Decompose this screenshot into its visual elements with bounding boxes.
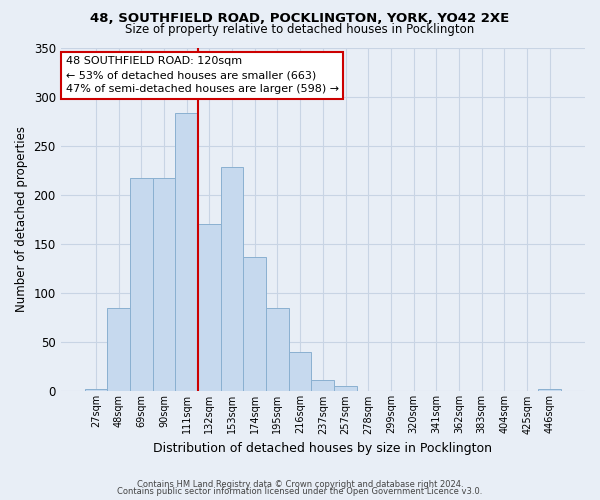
Bar: [175, 114, 198, 392]
Bar: [289, 352, 311, 392]
X-axis label: Distribution of detached houses by size in Pocklington: Distribution of detached houses by size …: [154, 442, 493, 455]
Text: Contains HM Land Registry data © Crown copyright and database right 2024.: Contains HM Land Registry data © Crown c…: [137, 480, 463, 489]
Bar: [85, 390, 107, 392]
Text: Size of property relative to detached houses in Pocklington: Size of property relative to detached ho…: [125, 22, 475, 36]
Bar: [107, 308, 130, 392]
Bar: [198, 224, 221, 392]
Text: Contains public sector information licensed under the Open Government Licence v3: Contains public sector information licen…: [118, 488, 482, 496]
Text: 48 SOUTHFIELD ROAD: 120sqm
← 53% of detached houses are smaller (663)
47% of sem: 48 SOUTHFIELD ROAD: 120sqm ← 53% of deta…: [66, 56, 339, 94]
Bar: [130, 178, 152, 392]
Bar: [538, 390, 561, 392]
Bar: [221, 168, 244, 392]
Bar: [152, 178, 175, 392]
Bar: [244, 257, 266, 392]
Bar: [266, 308, 289, 392]
Y-axis label: Number of detached properties: Number of detached properties: [15, 126, 28, 312]
Bar: [334, 386, 357, 392]
Bar: [311, 380, 334, 392]
Text: 48, SOUTHFIELD ROAD, POCKLINGTON, YORK, YO42 2XE: 48, SOUTHFIELD ROAD, POCKLINGTON, YORK, …: [91, 12, 509, 26]
